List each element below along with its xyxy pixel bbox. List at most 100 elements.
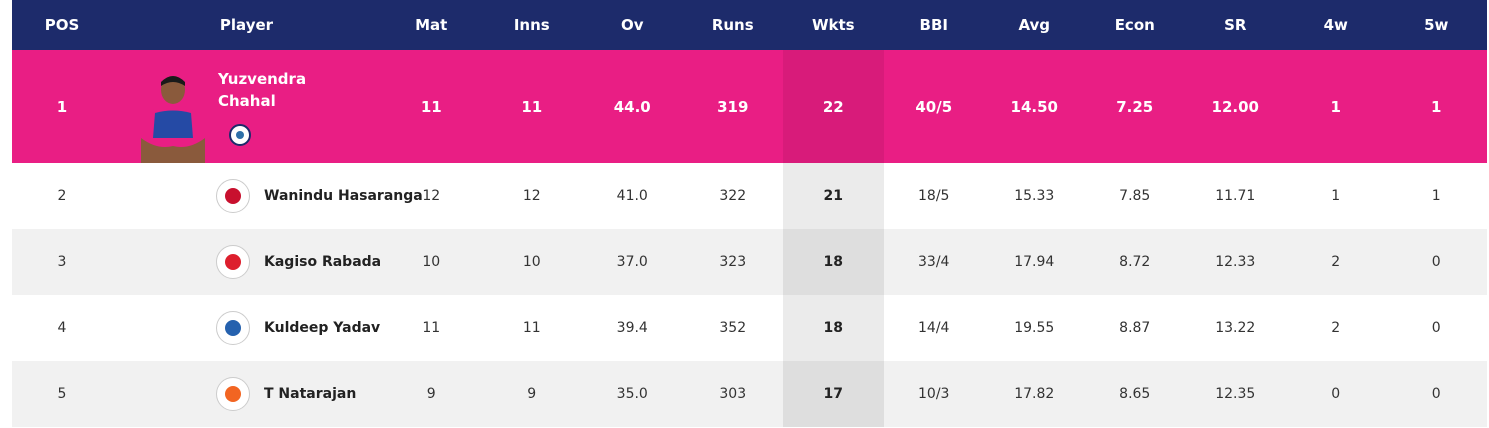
header-runs: Runs xyxy=(711,16,754,34)
leader-pos: 1 xyxy=(56,97,68,116)
row-avg: 17.82 xyxy=(1014,386,1055,402)
bowling-stats-table-container: POS Player Mat Inns Ov Runs Wkts BBI Avg… xyxy=(12,0,1487,428)
row-5w: 1 xyxy=(1431,188,1441,204)
row-mat: 10 xyxy=(422,254,441,270)
table-header-row: POS Player Mat Inns Ov Runs Wkts BBI Avg… xyxy=(12,0,1487,50)
header-ov: Ov xyxy=(620,16,644,34)
row-4w: 2 xyxy=(1331,320,1341,336)
leader-row[interactable]: 1 11 11 44.0 319 22 40/5 14.50 7.25 12.0… xyxy=(12,50,1487,163)
row-pos: 3 xyxy=(57,254,67,270)
row-pos: 2 xyxy=(57,188,67,204)
row-inns: 9 xyxy=(527,386,537,402)
row-ov: 41.0 xyxy=(616,188,648,204)
row-avg: 15.33 xyxy=(1014,188,1055,204)
row-5w: 0 xyxy=(1431,320,1441,336)
row-player-cell[interactable]: Wanindu Hasaranga xyxy=(112,163,423,229)
row-4w: 1 xyxy=(1331,188,1341,204)
leader-last-name: Chahal xyxy=(218,92,276,110)
row-inns: 10 xyxy=(522,254,541,270)
purple-cap-table: POS Player Mat Inns Ov Runs Wkts BBI Avg… xyxy=(12,0,1487,427)
row-player-cell[interactable]: T Natarajan xyxy=(112,361,381,427)
row-mat: 9 xyxy=(426,386,436,402)
row-sr: 11.71 xyxy=(1215,188,1256,204)
row-avg: 19.55 xyxy=(1014,320,1055,336)
row-player-name[interactable]: Wanindu Hasaranga xyxy=(264,188,423,204)
row-5w: 0 xyxy=(1431,386,1441,402)
row-mat: 11 xyxy=(422,320,441,336)
row-wkts: 18 xyxy=(783,295,884,361)
table-row[interactable]: 4 Kuldeep Yadav 11 11 39.4 352 18 14/4 19.55 8.87… xyxy=(12,295,1487,361)
row-econ: 8.65 xyxy=(1119,386,1151,402)
logo-mark xyxy=(225,320,241,336)
header-econ: Econ xyxy=(1114,16,1155,34)
row-sr: 13.22 xyxy=(1215,320,1256,336)
row-econ: 8.72 xyxy=(1119,254,1151,270)
header-avg: Avg xyxy=(1018,16,1051,34)
row-4w: 0 xyxy=(1331,386,1341,402)
logo-mark xyxy=(225,188,241,204)
leader-first-name: Yuzvendra xyxy=(218,70,307,88)
row-inns: 11 xyxy=(522,320,541,336)
row-avg: 17.94 xyxy=(1014,254,1055,270)
leader-player-name[interactable]: Yuzvendra Chahal xyxy=(218,68,328,112)
row-bbi: 33/4 xyxy=(918,254,950,270)
row-5w: 0 xyxy=(1431,254,1441,270)
leader-avg: 14.50 xyxy=(1010,97,1058,116)
row-player-name[interactable]: Kuldeep Yadav xyxy=(264,320,381,336)
row-ov: 37.0 xyxy=(616,254,648,270)
team-badge-icon xyxy=(229,124,251,146)
leader-bbi: 40/5 xyxy=(915,97,953,116)
row-econ: 8.87 xyxy=(1119,320,1151,336)
row-inns: 12 xyxy=(522,188,541,204)
header-sr: SR xyxy=(1224,16,1247,34)
row-mat: 12 xyxy=(422,188,441,204)
row-wkts: 17 xyxy=(783,361,884,427)
row-wkts: 18 xyxy=(783,229,884,295)
rcb-logo-icon xyxy=(216,179,250,213)
header-inns: Inns xyxy=(513,16,550,34)
row-sr: 12.35 xyxy=(1215,386,1256,402)
row-econ: 7.85 xyxy=(1119,188,1151,204)
srh-logo-icon xyxy=(216,377,250,411)
row-wkts: 21 xyxy=(783,163,884,229)
table-row[interactable]: 5 T Natarajan 9 9 35.0 303 17 10/3 17.82 8.65 12.3… xyxy=(12,361,1487,427)
row-pos: 5 xyxy=(57,386,67,402)
row-runs: 322 xyxy=(719,188,747,204)
header-mat: Mat xyxy=(415,16,448,34)
header-5w: 5w xyxy=(1424,16,1449,34)
player-avatar xyxy=(141,76,205,163)
logo-mark xyxy=(225,386,241,402)
header-bbi: BBI xyxy=(919,16,948,34)
table-row[interactable]: 3 Kagiso Rabada 10 10 37.0 323 18 33/4 17.94 8.72… xyxy=(12,229,1487,295)
leader-wkts: 22 xyxy=(783,50,884,163)
leader-sr: 12.00 xyxy=(1211,97,1259,116)
leader-inns: 11 xyxy=(521,97,543,116)
header-4w: 4w xyxy=(1323,16,1348,34)
row-runs: 303 xyxy=(719,386,747,402)
row-bbi: 10/3 xyxy=(918,386,950,402)
leader-4w: 1 xyxy=(1330,97,1341,116)
leader-ov: 44.0 xyxy=(613,97,651,116)
row-4w: 2 xyxy=(1331,254,1341,270)
header-player: Player xyxy=(219,16,274,34)
row-ov: 35.0 xyxy=(616,386,648,402)
row-pos: 4 xyxy=(57,320,67,336)
leader-econ: 7.25 xyxy=(1116,97,1154,116)
table-row[interactable]: 2 Wanindu Hasaranga 12 12 41.0 322 21 18/5 15.33… xyxy=(12,163,1487,229)
row-ov: 39.4 xyxy=(616,320,648,336)
leader-5w: 1 xyxy=(1431,97,1442,116)
row-player-cell[interactable]: Kuldeep Yadav xyxy=(112,295,381,361)
leader-mat: 11 xyxy=(420,97,442,116)
row-runs: 323 xyxy=(719,254,747,270)
leader-runs: 319 xyxy=(717,97,749,116)
row-bbi: 14/4 xyxy=(918,320,950,336)
header-pos: POS xyxy=(44,16,80,34)
row-player-cell[interactable]: Kagiso Rabada xyxy=(112,229,381,295)
row-player-name[interactable]: T Natarajan xyxy=(264,386,357,402)
row-player-name[interactable]: Kagiso Rabada xyxy=(264,254,382,270)
row-bbi: 18/5 xyxy=(918,188,950,204)
logo-mark xyxy=(225,254,241,270)
row-runs: 352 xyxy=(719,320,747,336)
pbks-logo-icon xyxy=(216,245,250,279)
row-sr: 12.33 xyxy=(1215,254,1256,270)
